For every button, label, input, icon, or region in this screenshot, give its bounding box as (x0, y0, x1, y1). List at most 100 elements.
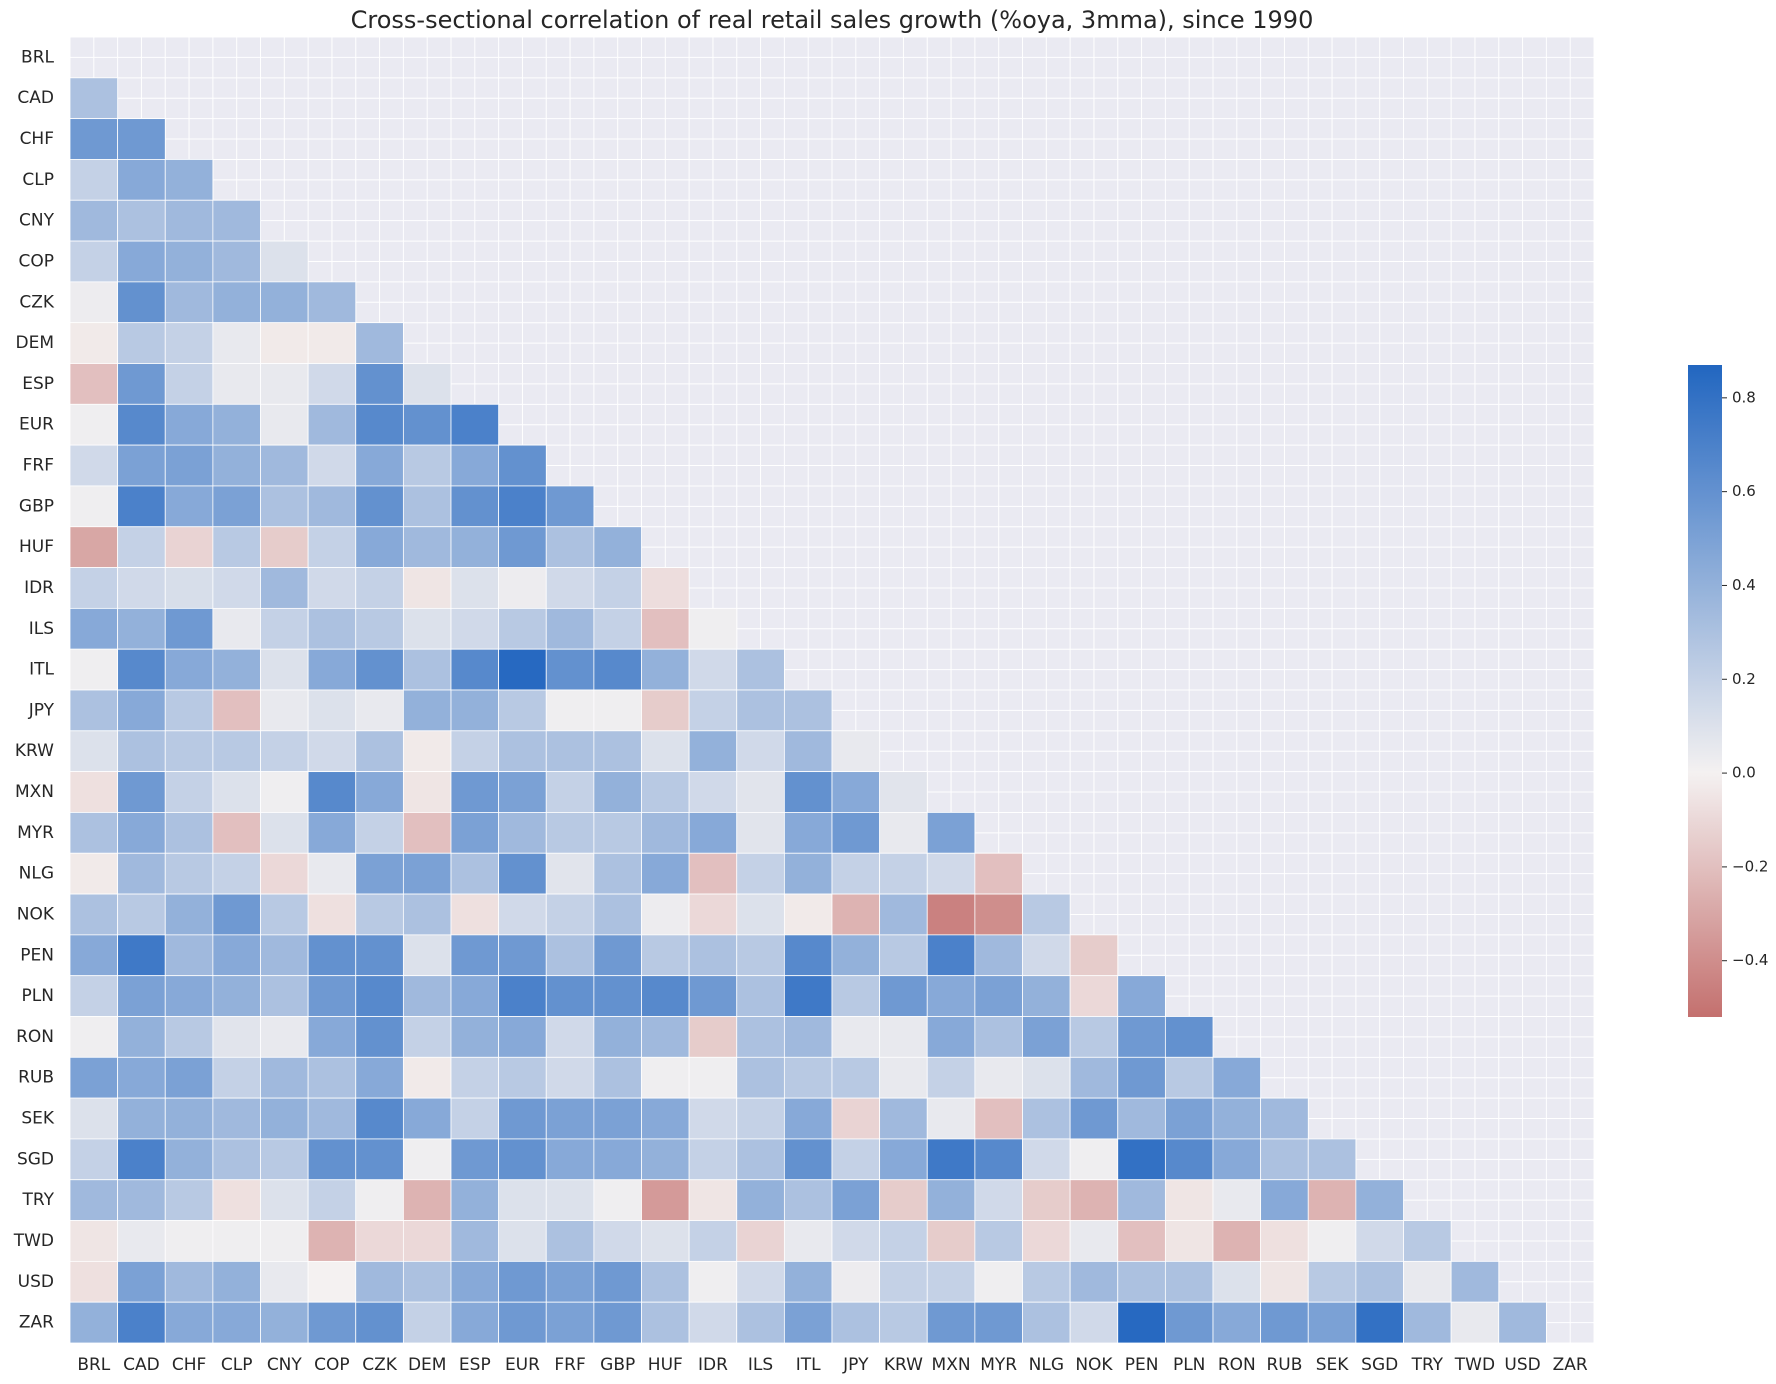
heatmap-cell (688, 852, 738, 895)
colorbar-tick-label: −0.2 (1732, 857, 1768, 875)
heatmap-cell (355, 1260, 404, 1303)
heatmap-cell (926, 1260, 976, 1303)
heatmap-cell (117, 1260, 166, 1303)
heatmap-cell (212, 485, 261, 528)
heatmap-cell (117, 771, 166, 813)
x-tick-label: GBP (600, 1355, 635, 1375)
heatmap-cell (1307, 1260, 1357, 1303)
heatmap-cell (69, 975, 119, 1017)
heatmap-cell (498, 812, 547, 854)
heatmap-cell (402, 852, 452, 895)
heatmap-cell (926, 934, 976, 977)
heatmap-cell (498, 1056, 547, 1099)
colorbar-tick-label: 0.8 (1732, 388, 1756, 406)
heatmap-cell (545, 526, 595, 568)
heatmap-cell (1022, 1301, 1071, 1344)
heatmap-cell (212, 363, 261, 405)
heatmap-cell (260, 852, 309, 895)
x-tick-label: CZK (362, 1355, 398, 1375)
y-tick-label: CAD (17, 88, 54, 108)
heatmap-cell (307, 893, 357, 936)
colorbar (1688, 365, 1722, 1017)
heatmap-cell (117, 159, 166, 201)
heatmap-cell (164, 1097, 214, 1140)
heatmap-cell (69, 444, 119, 487)
heatmap-cell (783, 1097, 833, 1140)
y-tick-label: ILS (29, 619, 54, 639)
heatmap-cell (260, 526, 309, 568)
heatmap-cell (212, 444, 261, 487)
heatmap-cell (641, 771, 690, 813)
heatmap-cell (641, 648, 690, 691)
chart-title: Cross-sectional correlation of real reta… (351, 6, 1314, 34)
heatmap-cell (641, 1138, 690, 1181)
heatmap-cell (1164, 1260, 1214, 1303)
heatmap-cell (402, 1301, 452, 1344)
heatmap-cell (117, 281, 166, 324)
heatmap-cell (593, 852, 642, 895)
y-tick-label: BRL (21, 47, 54, 67)
heatmap-cell (736, 812, 785, 854)
heatmap-cell (974, 934, 1023, 977)
heatmap-cell (879, 934, 928, 977)
heatmap-cell (402, 363, 452, 405)
heatmap-cell (260, 607, 309, 650)
heatmap-cell (117, 1220, 166, 1262)
heatmap-cell (831, 934, 881, 977)
heatmap-cell (212, 240, 261, 283)
heatmap-cell (593, 893, 642, 936)
heatmap-cell (593, 526, 642, 568)
heatmap-cell (1069, 1301, 1119, 1344)
heatmap-cell (402, 1056, 452, 1099)
heatmap-cell (783, 934, 833, 977)
heatmap-cell (688, 607, 738, 650)
heatmap-cell (307, 1016, 357, 1058)
x-tick-label: USD (1504, 1355, 1540, 1375)
heatmap-cell (117, 689, 166, 732)
heatmap-cell (212, 648, 261, 691)
heatmap-cell (783, 730, 833, 773)
heatmap-cell (688, 934, 738, 977)
heatmap-cell (879, 1016, 928, 1058)
heatmap-cell (450, 1056, 500, 1099)
heatmap-cell (355, 975, 404, 1017)
heatmap-cell (212, 975, 261, 1017)
y-tick-label: SEK (21, 1109, 55, 1129)
heatmap-cell (593, 1016, 642, 1058)
heatmap-cell (593, 975, 642, 1017)
heatmap-cell (641, 1097, 690, 1140)
heatmap-cell (212, 1301, 261, 1344)
heatmap-cell (212, 1179, 261, 1221)
x-tick-label: IDR (698, 1355, 728, 1375)
heatmap-cell (926, 1056, 976, 1099)
heatmap-cell (164, 893, 214, 936)
heatmap-cell (641, 689, 690, 732)
heatmap-cell (498, 852, 547, 895)
heatmap-cell (736, 1056, 785, 1099)
heatmap-cell (307, 730, 357, 773)
heatmap-cell (164, 322, 214, 364)
heatmap-cell (926, 1301, 976, 1344)
heatmap-cell (260, 1220, 309, 1262)
heatmap-cell (1212, 1220, 1262, 1262)
heatmap-cell (1355, 1260, 1404, 1303)
heatmap-cell (355, 934, 404, 977)
heatmap-cell (545, 934, 595, 977)
heatmap-cell (69, 812, 119, 854)
heatmap-cell (545, 1138, 595, 1181)
heatmap-cell (831, 730, 881, 773)
heatmap-cell (688, 1220, 738, 1262)
heatmap-cell (117, 607, 166, 650)
heatmap-cell (1022, 934, 1071, 977)
heatmap-cell (69, 771, 119, 813)
heatmap-cell (688, 1260, 738, 1303)
heatmap-cell (164, 771, 214, 813)
heatmap-cell (498, 648, 547, 691)
heatmap-cell (1403, 1260, 1452, 1303)
y-tick-label: NOK (17, 904, 55, 924)
heatmap-cell (498, 1301, 547, 1344)
y-tick-label: CHF (20, 129, 54, 149)
y-tick-label: USD (18, 1272, 54, 1292)
heatmap-cell (783, 852, 833, 895)
heatmap-cell (974, 1179, 1023, 1221)
